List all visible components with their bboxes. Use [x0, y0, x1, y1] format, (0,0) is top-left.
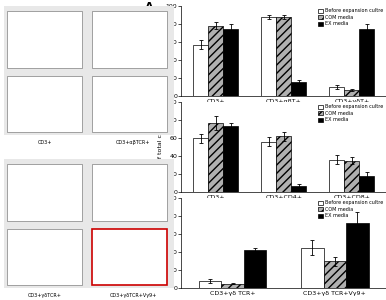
Text: A: A — [145, 2, 153, 11]
Y-axis label: % of total cells: % of total cells — [158, 28, 163, 74]
Bar — [261, 142, 276, 192]
Text: CD3+γδTCR+Vγ9+: CD3+γδTCR+Vγ9+ — [109, 293, 157, 298]
Legend: Before expansion cultre, COM media, EX media: Before expansion cultre, COM media, EX m… — [316, 7, 386, 28]
Legend: Before expansion cultre, COM media, EX media: Before expansion cultre, COM media, EX m… — [316, 199, 386, 220]
Text: C: C — [145, 194, 153, 203]
Bar — [329, 87, 344, 96]
Text: CD3+γδTCR+: CD3+γδTCR+ — [28, 293, 61, 298]
Bar — [344, 90, 359, 96]
Bar — [276, 136, 291, 192]
FancyBboxPatch shape — [92, 229, 167, 285]
Y-axis label: % of total cells: % of total cells — [158, 124, 163, 170]
Bar — [301, 248, 323, 288]
FancyBboxPatch shape — [7, 11, 82, 68]
Bar — [359, 176, 374, 192]
FancyBboxPatch shape — [92, 164, 167, 221]
Bar — [193, 45, 208, 96]
Bar — [329, 160, 344, 192]
Bar — [323, 261, 346, 288]
FancyBboxPatch shape — [7, 229, 82, 285]
Text: CD3+αβTCR+: CD3+αβTCR+ — [116, 140, 150, 145]
FancyBboxPatch shape — [92, 11, 167, 68]
Bar — [244, 250, 266, 288]
Bar — [346, 223, 369, 288]
Bar — [208, 26, 223, 96]
FancyBboxPatch shape — [7, 76, 82, 132]
Bar — [199, 281, 221, 288]
Bar — [221, 284, 244, 288]
Bar — [276, 17, 291, 96]
Bar — [291, 186, 306, 192]
Y-axis label: % of total cells: % of total cells — [158, 220, 163, 266]
Bar — [193, 138, 208, 192]
Text: B: B — [145, 98, 153, 107]
Bar — [291, 82, 306, 96]
FancyBboxPatch shape — [7, 164, 82, 221]
Bar — [344, 160, 359, 192]
Bar — [261, 17, 276, 96]
Bar — [223, 28, 238, 96]
Text: CD3+: CD3+ — [37, 140, 52, 145]
Bar — [223, 126, 238, 192]
Legend: Before expansion cultre, COM media, EX media: Before expansion cultre, COM media, EX m… — [316, 103, 386, 124]
FancyBboxPatch shape — [92, 76, 167, 132]
Bar — [359, 28, 374, 96]
Bar — [208, 123, 223, 192]
